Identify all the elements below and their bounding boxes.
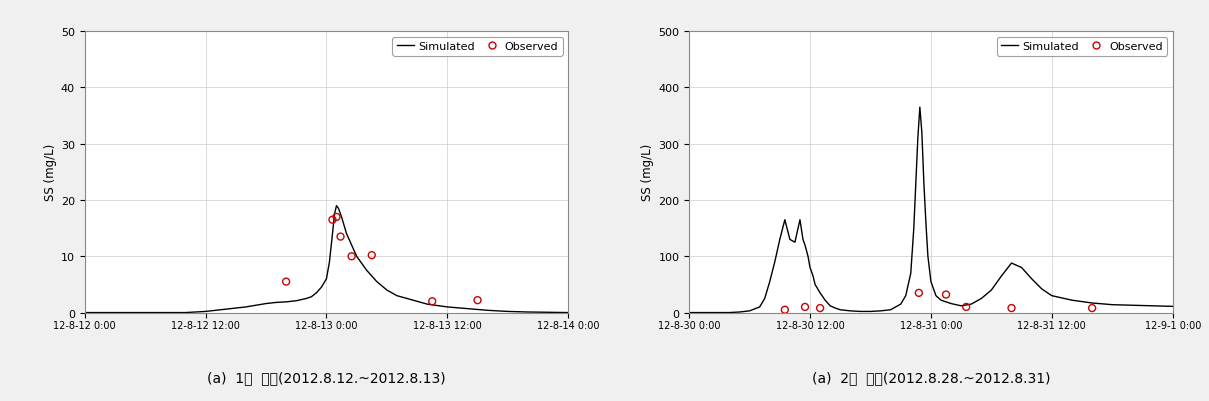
Simulated xyxy=(380,288,394,293)
Simulated xyxy=(349,254,364,259)
Observed xyxy=(909,290,929,296)
Simulated xyxy=(768,260,782,265)
Simulated xyxy=(77,310,92,315)
Simulated xyxy=(400,296,415,301)
Observed xyxy=(796,304,815,310)
Simulated xyxy=(893,302,908,307)
Simulated xyxy=(410,299,424,304)
Observed xyxy=(1082,305,1101,312)
Observed xyxy=(323,217,342,223)
Simulated xyxy=(370,279,384,284)
Simulated xyxy=(299,296,313,301)
Observed xyxy=(363,252,382,259)
Observed xyxy=(810,305,829,312)
Simulated xyxy=(331,207,346,211)
Simulated xyxy=(268,300,283,305)
Observed xyxy=(331,234,351,240)
Simulated xyxy=(229,306,243,311)
Simulated xyxy=(334,215,348,220)
Simulated xyxy=(138,310,152,315)
Simulated xyxy=(501,309,515,314)
Line: Simulated: Simulated xyxy=(85,206,568,313)
Simulated xyxy=(480,308,494,313)
Legend: Simulated, Observed: Simulated, Observed xyxy=(997,38,1167,57)
Line: Simulated: Simulated xyxy=(689,108,1209,313)
Simulated xyxy=(540,310,555,315)
Observed xyxy=(423,298,442,305)
Simulated xyxy=(305,295,319,300)
Observed xyxy=(342,253,361,260)
Simulated xyxy=(1014,265,1029,270)
Simulated xyxy=(219,307,233,312)
Legend: Simulated, Observed: Simulated, Observed xyxy=(393,38,562,57)
Text: (a)  2차  조사(2012.8.28.~2012.8.31): (a) 2차 조사(2012.8.28.~2012.8.31) xyxy=(811,370,1051,384)
Simulated xyxy=(279,300,294,304)
Simulated xyxy=(328,212,342,217)
Observed xyxy=(775,307,794,313)
Simulated xyxy=(249,303,264,308)
Simulated xyxy=(389,294,404,298)
Simulated xyxy=(289,299,303,304)
Simulated xyxy=(178,310,192,315)
Simulated xyxy=(259,302,273,306)
Simulated xyxy=(461,306,475,311)
Simulated xyxy=(359,268,374,273)
Y-axis label: SS (mg/L): SS (mg/L) xyxy=(44,144,57,201)
Simulated xyxy=(420,302,434,307)
Simulated xyxy=(913,105,927,110)
Y-axis label: SS (mg/L): SS (mg/L) xyxy=(641,144,654,201)
Simulated xyxy=(319,277,334,282)
Simulated xyxy=(521,310,536,315)
Observed xyxy=(277,279,296,285)
Simulated xyxy=(325,232,340,237)
Simulated xyxy=(208,308,222,313)
Simulated xyxy=(682,310,696,315)
Simulated xyxy=(322,260,336,265)
Observed xyxy=(326,214,346,221)
Simulated xyxy=(440,305,455,310)
Simulated xyxy=(314,285,329,290)
Simulated xyxy=(329,204,343,209)
Simulated xyxy=(310,291,324,296)
Observed xyxy=(956,304,976,310)
Simulated xyxy=(863,309,878,314)
Simulated xyxy=(561,310,575,315)
Text: (a)  1차  조사(2012.8.12.~2012.8.13): (a) 1차 조사(2012.8.12.~2012.8.13) xyxy=(207,370,446,384)
Observed xyxy=(936,292,955,298)
Observed xyxy=(468,297,487,304)
Simulated xyxy=(340,232,354,237)
Simulated xyxy=(777,218,792,223)
Simulated xyxy=(238,305,253,310)
Observed xyxy=(1002,305,1022,312)
Simulated xyxy=(198,309,213,314)
